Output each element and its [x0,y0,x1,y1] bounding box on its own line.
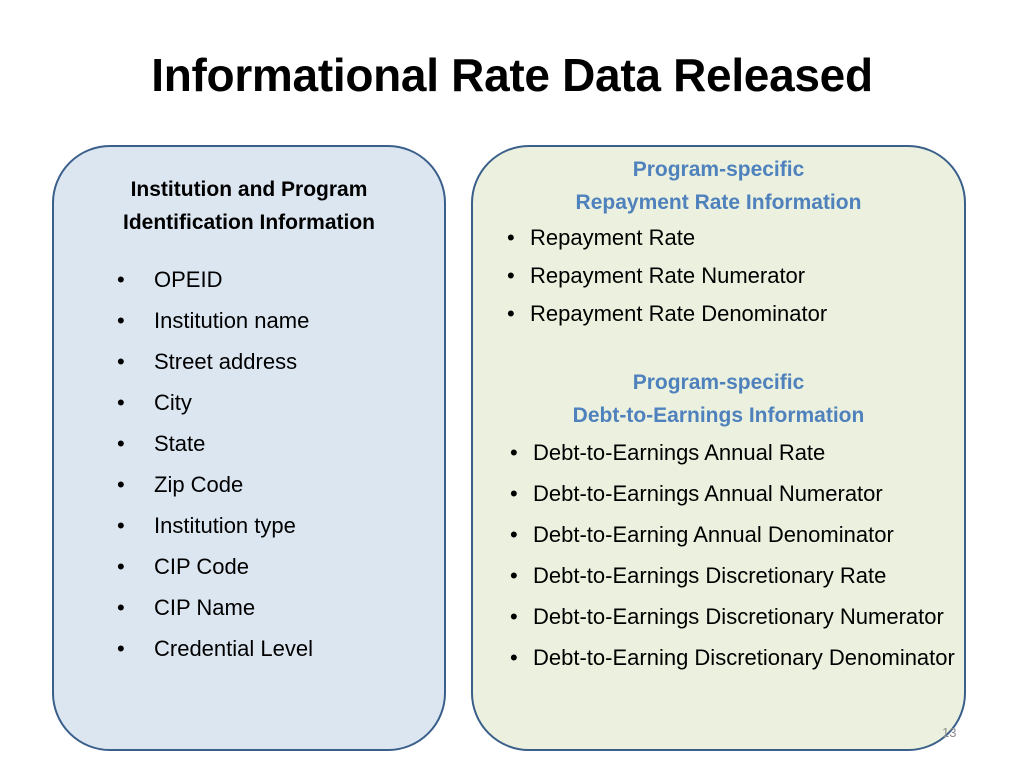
list-item-label: State [154,431,206,456]
list-item-label: Zip Code [154,472,244,497]
list-item-label: Repayment Rate Numerator [530,263,806,288]
list-item: • Repayment Rate [507,221,827,259]
list-item: • OPEID [54,264,313,305]
list-item: • Zip Code [54,469,313,510]
bullet-icon: • [117,554,125,579]
heading-line: Program-specific [632,371,805,394]
list-item: • Debt-to-Earning Discretionary Denominat… [510,641,960,675]
bullet-icon: • [117,349,125,374]
list-item-label: Debt-to-Earnings Discretionary Rate [533,563,887,588]
bullet-icon: • [117,431,125,456]
list-item-label: Repayment Rate Denominator [530,301,828,326]
list-item: • Debt-to-Earnings Discretionary Numerato… [510,600,960,634]
list-item: • Repayment Rate Denominator [507,297,827,335]
list-item-label: CIP Name [154,595,256,620]
bullet-icon: • [117,308,125,333]
bullet-icon: • [510,563,518,588]
list-item: • Street address [54,346,313,387]
bullet-icon: • [510,481,518,506]
repayment-rate-heading: Program-specific Repayment Rate Informat… [473,153,964,219]
list-item-label: Street address [154,349,298,374]
debt-to-earnings-list: • Debt-to-Earnings Annual Rate • Debt-to-E… [510,436,960,682]
bullet-icon: • [117,472,125,497]
list-item: • CIP Name [54,592,313,633]
list-item: • City [54,387,313,428]
bullet-icon: • [117,267,125,292]
list-item: • Debt-to-Earnings Annual Numerator [510,477,960,511]
page-number: 13 [942,725,957,740]
list-item: • Institution type [54,510,313,551]
list-item-label: Institution type [154,513,296,538]
bullet-icon: • [117,390,125,415]
list-item: • Debt-to-Earning Annual Denominator [510,518,960,552]
list-item-label: Debt-to-Earnings Annual Numerator [533,481,883,506]
list-item: • State [54,428,313,469]
slide-title: Informational Rate Data Released [151,49,873,101]
list-item-label: CIP Code [154,554,249,579]
list-item: • Debt-to-Earnings Annual Rate [510,436,960,470]
list-item-label: Debt-to-Earning Discretionary Denominato… [533,645,955,670]
rate-info-panel: Program-specific Repayment Rate Informat… [471,145,966,751]
identification-info-list: • OPEID • Institution name • Street address… [54,264,313,674]
bullet-icon: • [117,595,125,620]
heading-line: Institution and Program [130,178,368,201]
bullet-icon: • [117,513,125,538]
bullet-icon: • [507,301,515,326]
bullet-icon: • [117,636,125,661]
list-item-label: City [154,390,192,415]
heading-line: Identification Information [123,211,375,234]
list-item: • Credential Level [54,633,313,674]
identification-info-heading: Institution and Program Identification I… [54,173,444,239]
bullet-icon: • [507,225,515,250]
list-item: • Debt-to-Earnings Discretionary Rate [510,559,960,593]
identification-info-panel: Institution and Program Identification I… [52,145,446,751]
list-item-label: OPEID [154,267,223,292]
list-item-label: Debt-to-Earning Annual Denominator [533,522,894,547]
heading-line: Debt-to-Earnings Information [572,404,865,427]
list-item-label: Repayment Rate [530,225,696,250]
bullet-icon: • [507,263,515,288]
bullet-icon: • [510,604,518,629]
bullet-icon: • [510,645,518,670]
list-item: • Repayment Rate Numerator [507,259,827,297]
heading-line: Program-specific [632,158,805,181]
list-item-label: Institution name [154,308,310,333]
list-item-label: Debt-to-Earnings Annual Rate [533,440,826,465]
repayment-rate-list: • Repayment Rate • Repayment Rate Numerato… [507,221,827,335]
bullet-icon: • [510,522,518,547]
list-item: • Institution name [54,305,313,346]
heading-line: Repayment Rate Information [575,191,862,214]
list-item-label: Credential Level [154,636,313,661]
list-item-label: Debt-to-Earnings Discretionary Numerator [533,604,944,629]
bullet-icon: • [510,440,518,465]
list-item: • CIP Code [54,551,313,592]
debt-to-earnings-heading: Program-specific Debt-to-Earnings Inform… [473,366,964,432]
